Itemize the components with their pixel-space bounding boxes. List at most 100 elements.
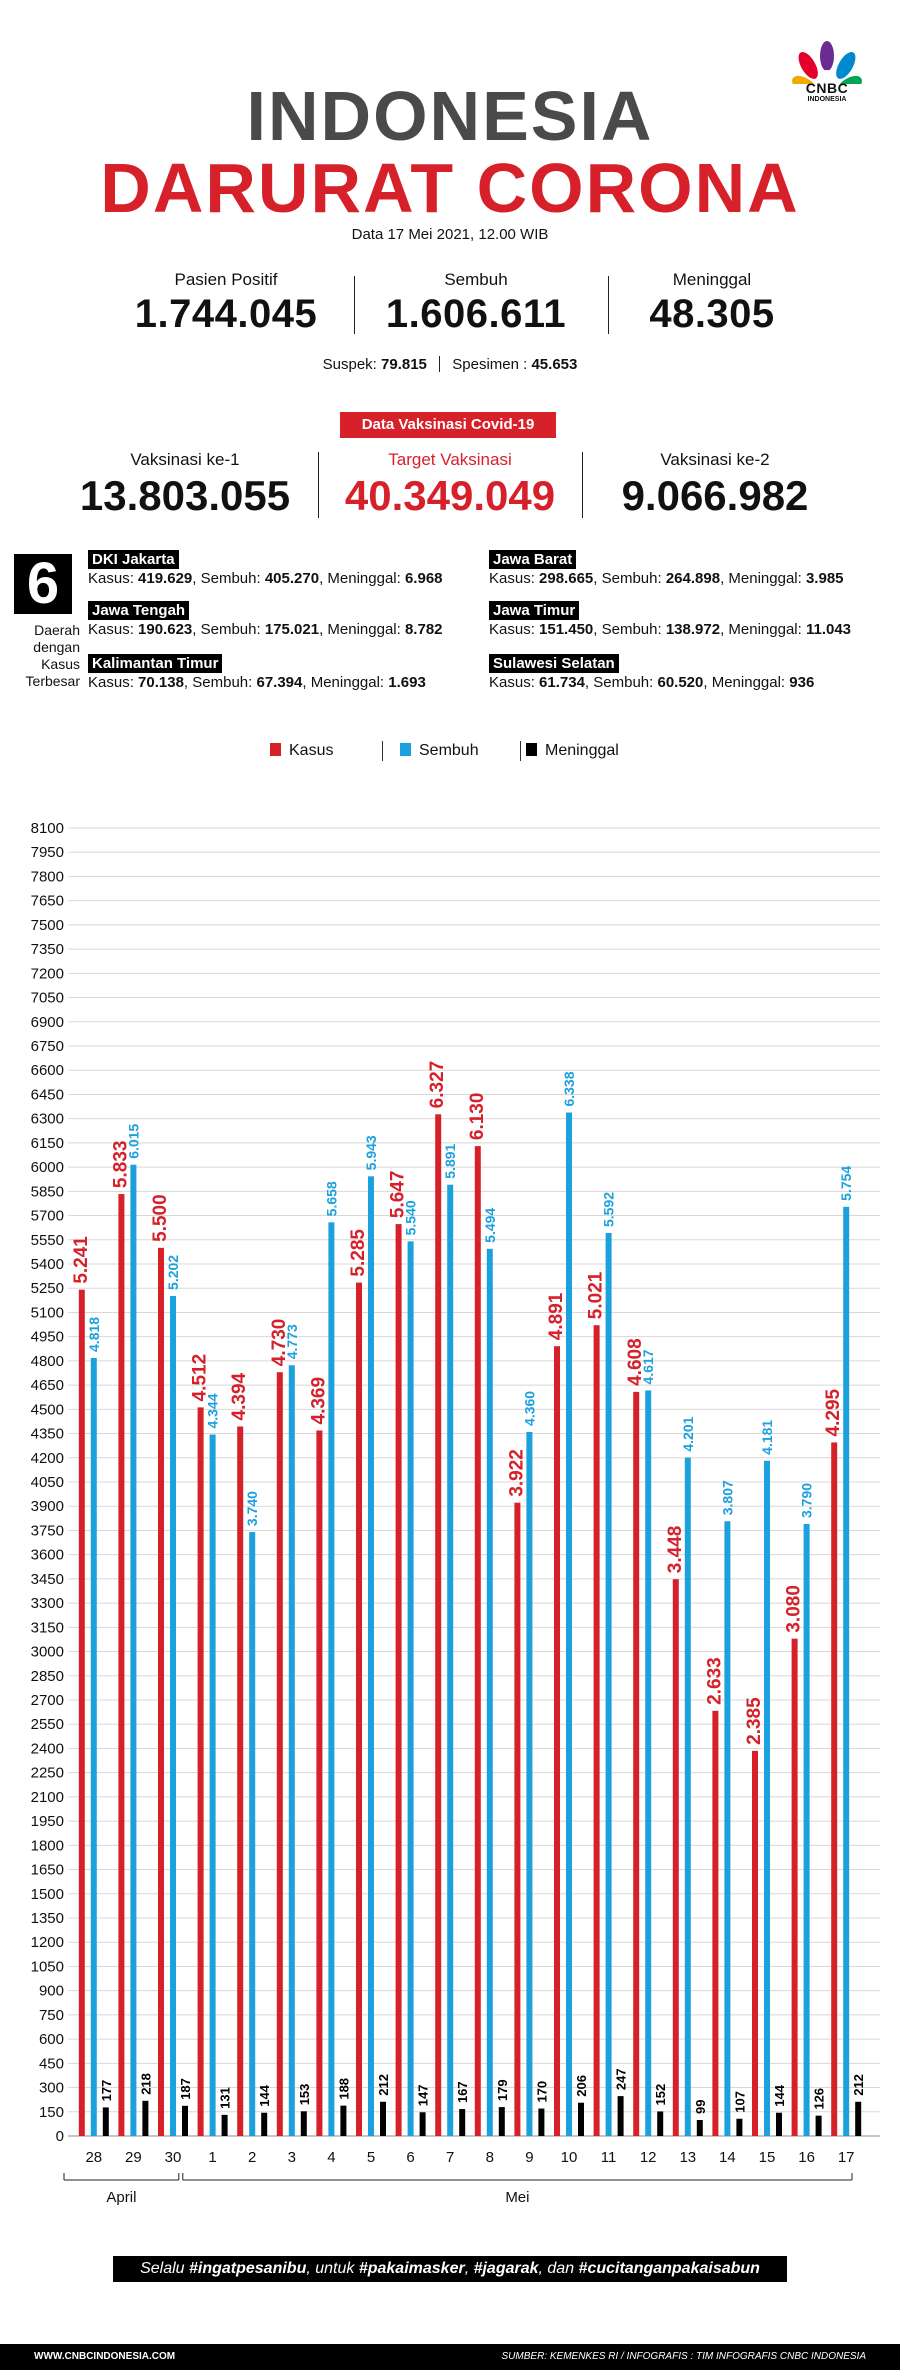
data-label-kasus: 6.327: [427, 1061, 448, 1109]
footer-text: ,: [464, 2260, 474, 2277]
data-label-kasus: 4.730: [269, 1319, 290, 1367]
bar-kasus: [197, 1407, 204, 2136]
y-tick-label: 5100: [31, 1304, 64, 1321]
hashtag: #cucitanganpakaisabun: [578, 2260, 760, 2277]
x-tick-label: 28: [85, 2149, 102, 2166]
y-tick-label: 900: [39, 1983, 64, 2000]
legend-sembuh: Sembuh: [400, 742, 479, 760]
data-label-meninggal: 170: [534, 2081, 549, 2103]
region-stats: Kasus: 419.629, Sembuh: 405.270, Meningg…: [88, 570, 443, 587]
bar-meninggal: [380, 2101, 386, 2136]
y-tick-label: 300: [39, 2080, 64, 2097]
vaccine-label: Target Vaksinasi: [388, 450, 512, 469]
y-tick-label: 2250: [31, 1765, 64, 1782]
bar-kasus: [633, 1391, 640, 2136]
bar-kasus: [672, 1579, 679, 2136]
bar-sembuh: [526, 1431, 533, 2136]
bar-meninggal: [578, 2102, 584, 2136]
data-label-sembuh: 4.360: [521, 1391, 537, 1426]
x-tick-label: 10: [561, 2149, 578, 2166]
x-tick-label: 3: [288, 2149, 296, 2166]
divider: [318, 452, 319, 518]
bar-kasus: [831, 1442, 838, 2136]
region-name: Jawa Timur: [489, 601, 580, 620]
bar-sembuh: [209, 1434, 216, 2136]
bar-chart: 0 150 300 450 600 750 900 1050 1200 1350 1500 1650 1…: [31, 820, 880, 2206]
title-line-2: DARURAT CORONA: [100, 149, 800, 227]
data-label-kasus: 4.295: [823, 1388, 844, 1436]
vaccine-dose-2: Vaksinasi ke-2 9.066.982: [580, 450, 850, 520]
bar-kasus: [593, 1325, 600, 2136]
data-label-sembuh: 3.740: [244, 1491, 260, 1526]
data-label-meninggal: 247: [614, 2068, 629, 2090]
region-name: DKI Jakarta: [88, 550, 179, 569]
bar-meninggal: [776, 2112, 782, 2136]
x-tick-label: 9: [525, 2149, 533, 2166]
divider: [582, 452, 583, 518]
data-label-meninggal: 144: [772, 2084, 787, 2106]
stat-label: Sembuh: [444, 270, 508, 289]
bar-sembuh: [605, 1232, 612, 2136]
data-label-meninggal: 131: [218, 2087, 233, 2109]
bar-kasus: [712, 1710, 719, 2136]
data-label-sembuh: 4.344: [205, 1393, 221, 1428]
data-label-meninggal: 179: [495, 2079, 510, 2101]
bottom-bar: [0, 2344, 900, 2370]
x-tick-label: 6: [406, 2149, 414, 2166]
stat-value: 1.606.611: [385, 292, 567, 336]
legend-label: Kasus: [289, 742, 334, 759]
divider: [354, 276, 355, 334]
footer-text: , untuk: [306, 2260, 359, 2277]
y-tick-label: 4350: [31, 1426, 64, 1443]
y-tick-label: 7800: [31, 868, 64, 885]
bar-meninggal: [538, 2108, 545, 2136]
caption-line: Kasus: [41, 656, 80, 672]
y-tick-label: 6750: [31, 1038, 64, 1055]
legend-kasus: Kasus: [270, 742, 333, 760]
data-label-kasus: 4.394: [229, 1372, 250, 1420]
x-tick-label: 12: [640, 2149, 657, 2166]
bar-sembuh: [288, 1365, 295, 2136]
y-tick-label: 5400: [31, 1256, 64, 1273]
region-name: Kalimantan Timur: [88, 654, 223, 673]
region-caption: Daerah dengan Kasus Terbesar: [8, 622, 80, 690]
divider: [382, 741, 383, 761]
data-label-meninggal: 144: [257, 2084, 272, 2106]
y-tick-label: 4650: [31, 1377, 64, 1394]
bar-kasus: [118, 1194, 125, 2136]
data-label-sembuh: 5.202: [165, 1255, 181, 1290]
site-url[interactable]: WWW.CNBCINDONESIA.COM: [34, 2351, 176, 2362]
data-label-sembuh: 4.818: [86, 1317, 102, 1352]
stat-label: Pasien Positif: [174, 270, 278, 289]
region-item: Jawa Tengah Kasus: 190.623, Sembuh: 175.…: [88, 601, 508, 640]
x-tick-label: 1: [208, 2149, 216, 2166]
data-label-kasus: 5.241: [71, 1236, 92, 1284]
bar-sembuh: [724, 1521, 731, 2136]
y-tick-label: 7050: [31, 990, 64, 1007]
region-stats: Kasus: 190.623, Sembuh: 175.021, Meningg…: [88, 621, 443, 638]
y-tick-label: 2100: [31, 1789, 64, 1806]
region-name: Jawa Tengah: [88, 601, 190, 620]
hashtag: #jagarak: [473, 2260, 539, 2277]
data-label-meninggal: 167: [455, 2081, 470, 2103]
caption-line: Terbesar: [25, 673, 80, 689]
month-label: April: [106, 2189, 136, 2206]
month-label: Mei: [505, 2189, 529, 2206]
bar-meninggal: [617, 2096, 624, 2136]
y-tick-label: 450: [39, 2055, 64, 2072]
bar-kasus: [554, 1346, 560, 2136]
vaccine-value: 40.349.049: [344, 472, 556, 519]
region-stats: Kasus: 61.734, Sembuh: 60.520, Meninggal…: [489, 674, 815, 691]
bar-meninggal: [340, 2105, 347, 2136]
bar-meninggal: [142, 2100, 149, 2136]
region-stats: Kasus: 151.450, Sembuh: 138.972, Meningg…: [489, 621, 852, 638]
vaccine-dose-1: Vaksinasi ke-1 13.803.055: [50, 450, 320, 520]
x-tick-label: 2: [248, 2149, 256, 2166]
y-tick-label: 6150: [31, 1135, 64, 1152]
legend-swatch: [270, 743, 281, 756]
vaccine-label: Vaksinasi ke-2: [660, 450, 770, 469]
data-label-kasus: 4.891: [546, 1292, 567, 1340]
bar-kasus: [237, 1426, 244, 2136]
y-tick-label: 1050: [31, 1958, 64, 1975]
bar-sembuh: [684, 1457, 691, 2136]
